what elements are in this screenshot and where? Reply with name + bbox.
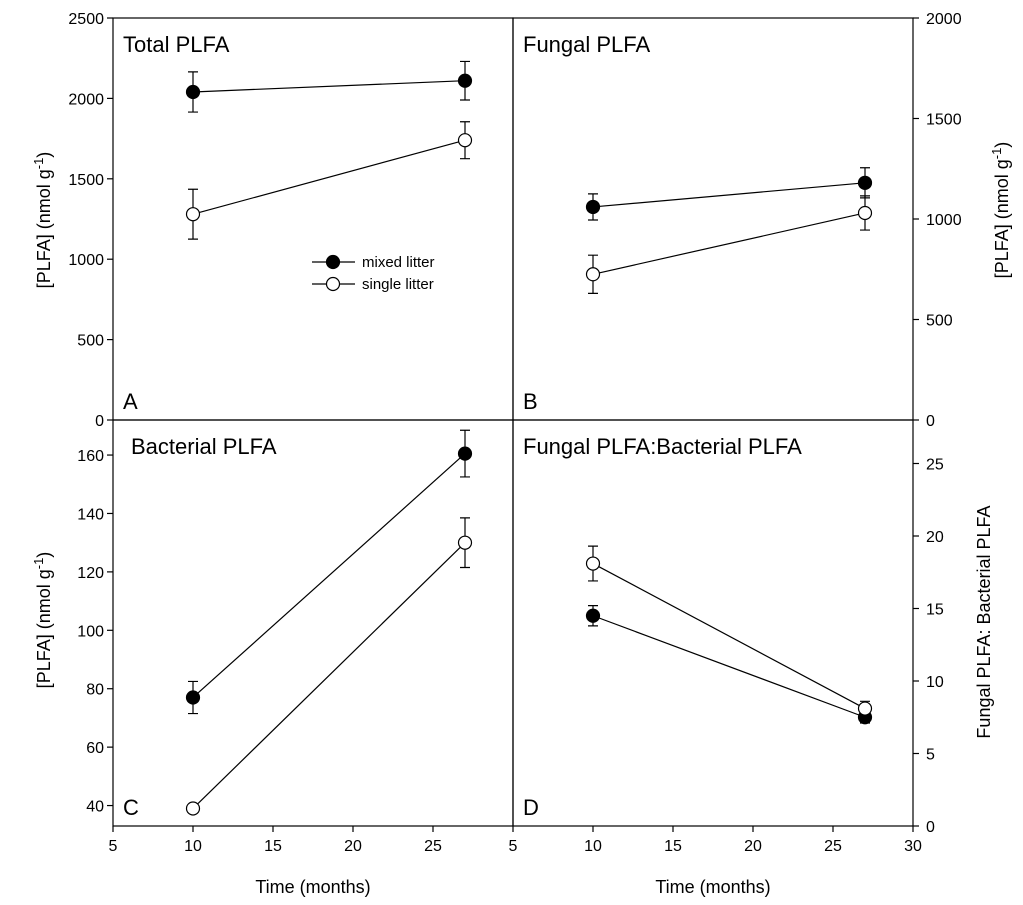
panel-b-letter: B [523,389,538,414]
panel-d-title: Fungal PLFA:Bacterial PLFA [523,434,802,459]
data-point [585,267,601,282]
panel-a: 0 500 1000 1500 2000 2500 Total PLFA A [68,11,514,430]
y-tick-label: 40 [86,799,104,816]
y-tick-label: 0 [926,819,935,836]
data-point [857,205,873,221]
x-tick-label: 10 [584,838,602,855]
y-axis-title-bottom-left: [PLFA] (nmol g-1) [31,552,54,689]
series-line [192,542,466,809]
series-line [592,615,866,718]
panel-b: 0 500 1000 1500 2000 Fungal PLFA B [512,11,962,430]
data-point [857,701,873,716]
data-point [185,690,201,705]
y-tick-label: 15 [926,602,944,619]
y-tick-label: 80 [86,682,104,699]
y-tick-label: 5 [926,747,935,764]
y-tick-label: 160 [77,448,104,465]
series-line [192,453,466,698]
panel-b-title: Fungal PLFA [523,32,651,57]
legend-single-marker [325,276,341,292]
y-tick-label: 2500 [68,11,104,28]
data-point [585,556,601,571]
panel-c-title: Bacterial PLFA [131,434,277,459]
y-tick-label: 500 [926,313,953,330]
y-tick-label: 60 [86,740,104,757]
y-tick-label: 1000 [926,212,962,229]
panel-a-letter: A [123,389,138,414]
y-tick-label: 1000 [68,252,104,269]
data-point [857,175,873,190]
data-point [457,535,473,550]
y-tick-label: 100 [77,623,104,640]
y-tick-label: 1500 [68,172,104,189]
panel-b-frame [512,17,914,421]
panel-d: 0 5 10 15 20 25 5 10 15 20 25 30 Fungal PLFA:Bacteri… [509,419,944,855]
data-point [457,73,473,88]
series-line [192,80,466,93]
y-axis-title-bottom-right: Fungal PLFA: Bacterial PLFA [974,505,994,738]
panel-a-title: Total PLFA [123,32,230,57]
x-tick-label: 20 [344,838,362,855]
x-tick-label: 5 [509,838,518,855]
legend-single-label: single litter [362,276,434,293]
panel-d-letter: D [523,795,539,820]
y-tick-label: 20 [926,529,944,546]
x-tick-label: 30 [904,838,922,855]
y-tick-label: 140 [77,506,104,523]
series-line [592,563,866,710]
data-point [585,199,601,215]
data-point [585,608,601,623]
x-tick-label: 10 [184,838,202,855]
y-axis-title-top-right: [PLFA] (nmol g-1) [989,142,1012,279]
y-tick-label: 2000 [926,11,962,28]
x-tick-label: 20 [744,838,762,855]
x-tick-label: 5 [109,838,118,855]
data-point [457,133,473,148]
y-tick-label: 0 [95,413,104,430]
panel-c: 40 60 80 100 120 140 160 5 10 15 20 25 Bacterial PLF… [77,419,514,855]
x-tick-label: 25 [824,838,842,855]
panel-a-frame [112,17,514,421]
x-tick-label: 25 [424,838,442,855]
legend: mixed litter single litter [312,254,435,293]
y-tick-label: 120 [77,565,104,582]
series-line [192,139,466,215]
y-tick-label: 25 [926,457,944,474]
panel-c-letter: C [123,795,139,820]
data-point [185,207,201,222]
panel-c-frame [112,419,514,827]
x-tick-label: 15 [664,838,682,855]
series-line [592,212,866,275]
y-tick-label: 0 [926,413,935,430]
series-line [592,182,866,208]
y-axis-title-top-left: [PLFA] (nmol g-1) [31,152,54,289]
panel-d-frame [512,419,914,827]
y-tick-label: 2000 [68,91,104,108]
data-point [185,84,201,100]
x-axis-title-right: Time (months) [655,877,770,897]
x-tick-label: 15 [264,838,282,855]
y-tick-label: 500 [77,333,104,350]
legend-mixed-marker [325,254,341,270]
y-tick-label: 10 [926,674,944,691]
data-point [185,801,201,816]
x-axis-title-left: Time (months) [255,877,370,897]
y-tick-label: 1500 [926,112,962,129]
legend-mixed-label: mixed litter [362,254,435,271]
data-point [457,446,473,461]
